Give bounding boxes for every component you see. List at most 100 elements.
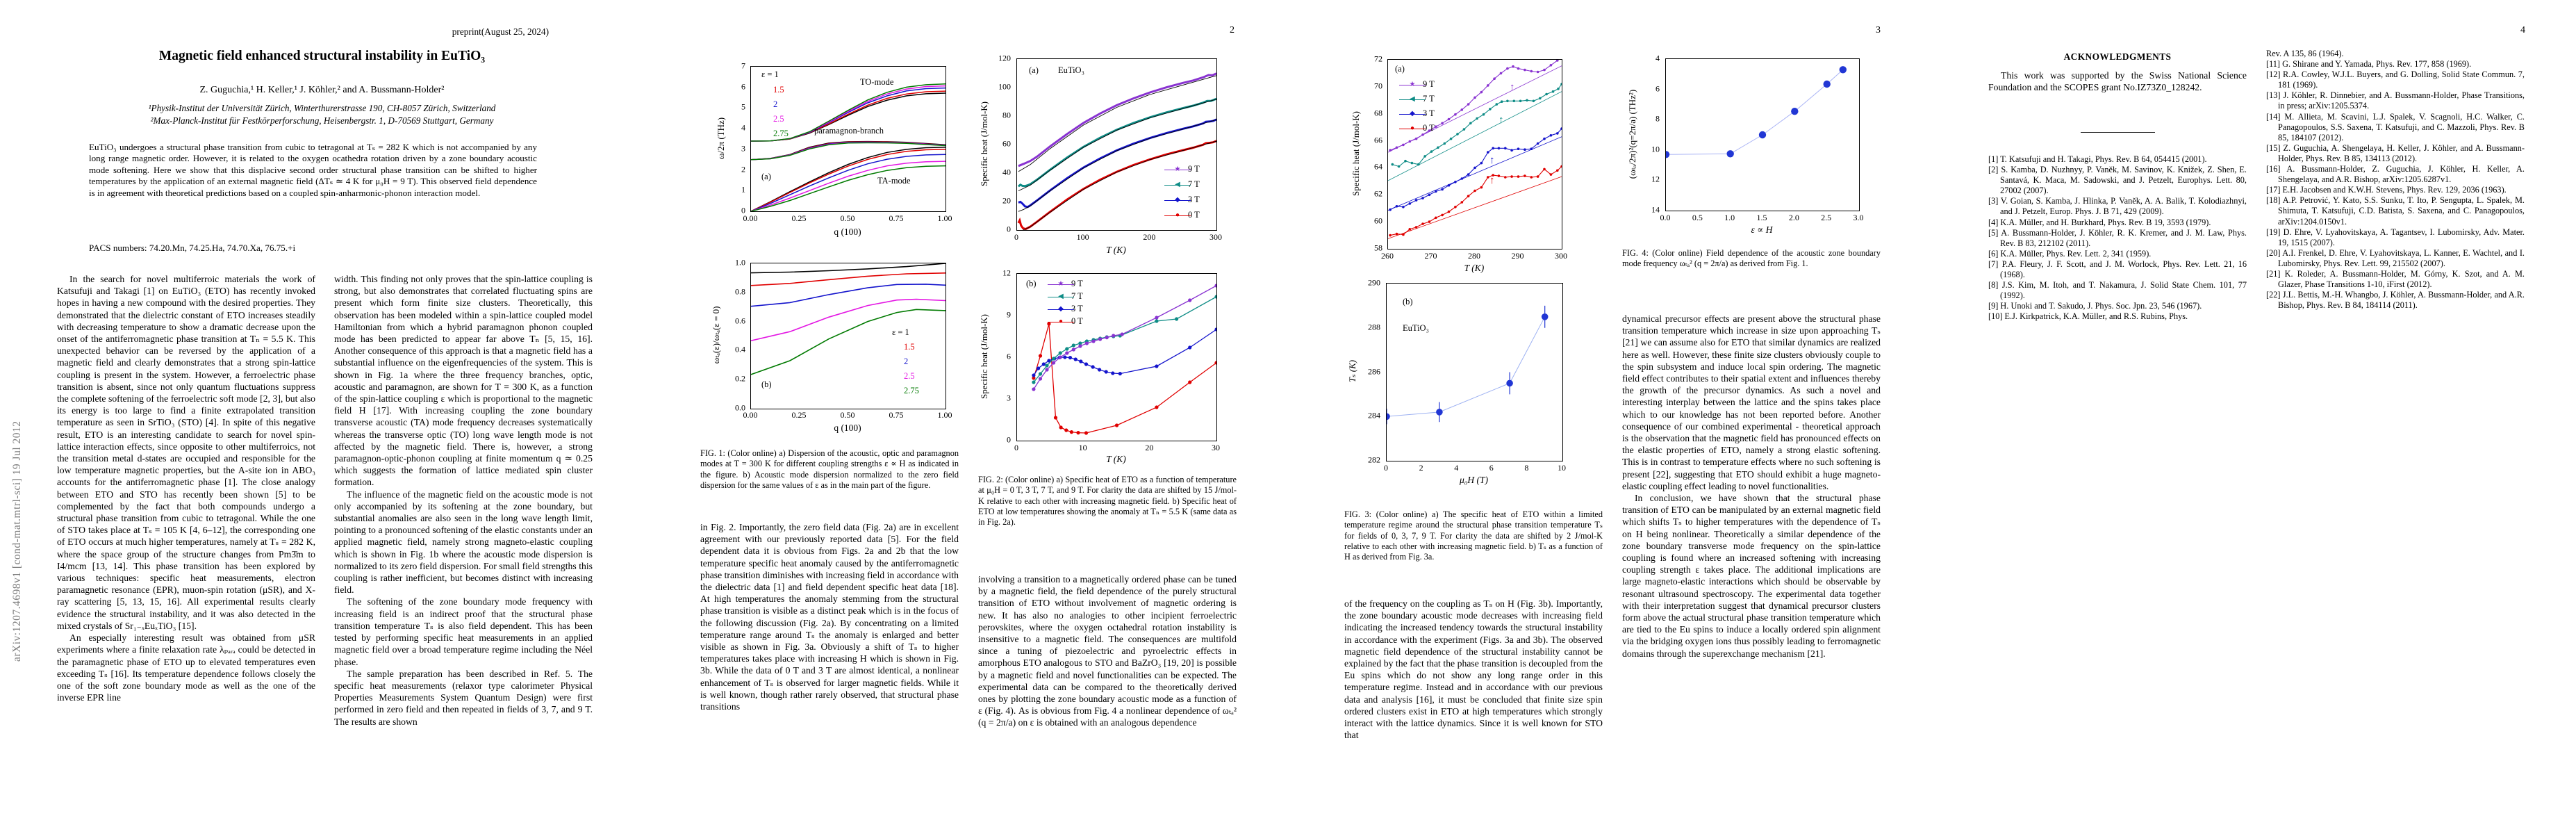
data-point <box>1091 365 1095 369</box>
data-point <box>1071 348 1075 352</box>
reference-item: [18] A.P. Petrović, Y. Kato, S.S. Sunku,… <box>2266 195 2525 227</box>
reference-item: [13] J. Köhler, R. Dinnebier, and A. Bus… <box>2266 90 2525 111</box>
data-point <box>1437 146 1439 149</box>
references-column-1: [1] T. Katsufuji and H. Takagi, Phys. Re… <box>1988 154 2247 322</box>
data-point <box>1460 177 1464 180</box>
data-series-line <box>751 161 946 211</box>
data-series-line <box>1392 83 1562 167</box>
paragraph: dynamical precursor effects are present … <box>1622 313 1881 491</box>
data-point <box>1543 68 1546 72</box>
data-point <box>1460 201 1464 204</box>
tick-label: 40 <box>1002 167 1011 177</box>
data-point <box>1065 351 1069 355</box>
data-point <box>1069 430 1073 434</box>
body-column-2: involving a transition to a magnetically… <box>978 573 1237 729</box>
tick-label: 10 <box>1651 144 1660 154</box>
tick-label: 282 <box>1368 455 1380 465</box>
tick-label: 4 <box>741 122 745 133</box>
data-point <box>1395 205 1398 208</box>
figure-caption-3: FIG. 3: (Color online) a) The specific h… <box>1344 509 1603 562</box>
tick-label: 288 <box>1368 322 1380 332</box>
data-point <box>1402 206 1405 208</box>
data-point <box>1530 147 1533 150</box>
data-point <box>1104 370 1108 374</box>
data-point <box>1068 356 1073 360</box>
data-point <box>1467 195 1470 197</box>
data-point <box>1404 159 1407 163</box>
data-point <box>1084 362 1089 366</box>
tick-label: 6 <box>1656 83 1660 94</box>
data-point <box>1532 99 1535 103</box>
tick-label: 12 <box>1002 268 1011 278</box>
tick-label: 1.00 <box>937 410 952 420</box>
paper-title: Magnetic field enhanced structural insta… <box>158 49 486 63</box>
data-point <box>1214 284 1216 288</box>
data-series-line <box>1018 118 1216 208</box>
data-point <box>1098 337 1103 341</box>
reference-item: [2] S. Kamba, D. Nuzhnyy, P. Vaněk, M. S… <box>1988 165 2247 196</box>
figure-1b-plot <box>750 263 946 409</box>
tick-label: 0.0 <box>1660 213 1671 222</box>
data-series-line <box>751 147 946 211</box>
data-point <box>1456 133 1459 136</box>
tick-label: 290 <box>1368 277 1380 288</box>
tick-label: 1.0 <box>1724 213 1735 222</box>
data-point <box>1526 99 1528 102</box>
data-point <box>1091 339 1096 343</box>
figure-4-x-axis-label: ε ∝ H <box>1751 224 1773 235</box>
author-line: Z. Guguchia,¹ H. Keller,¹ J. Köhler,² an… <box>199 85 445 95</box>
data-point <box>1560 127 1562 130</box>
data-series-line <box>751 142 946 161</box>
figure-2a-x-axis-label: T (K) <box>1106 245 1126 255</box>
data-point <box>1112 334 1116 338</box>
data-point <box>1410 161 1414 165</box>
reference-item: [16] A. Bussmann-Holder, Z. Guguchia, J.… <box>2266 164 2525 185</box>
data-point <box>1447 117 1451 121</box>
figure-4-y-tick-labels: 4 6 8 10 12 14 <box>1639 54 1662 215</box>
paragraph: In the search for novel multiferroic mat… <box>57 274 315 631</box>
data-point <box>1480 90 1483 94</box>
tick-label: 4 <box>1454 463 1459 473</box>
tick-label: 300 <box>1555 251 1567 261</box>
data-point <box>1397 165 1401 168</box>
data-point <box>1504 147 1507 150</box>
reference-item: Rev. A 135, 86 (1964). <box>2266 49 2344 58</box>
data-point <box>1065 347 1069 351</box>
data-point <box>1791 108 1799 115</box>
figure-1a-x-axis-label: q (100) <box>834 227 861 237</box>
data-point <box>1079 359 1083 363</box>
data-point <box>1560 165 1562 168</box>
page-number: 3 <box>1876 25 1881 35</box>
reference-item: [17] E.H. Jacobsen and K.W.H. Stevens, P… <box>2266 185 2507 195</box>
tick-label: 1.5 <box>1756 213 1767 222</box>
data-point <box>1524 174 1526 177</box>
page-3: 3 72 70 68 66 64 62 60 58 260 270 280 290 300 Speci… <box>1288 0 1932 834</box>
tick-label: 0.2 <box>735 373 745 384</box>
data-point <box>1045 363 1049 368</box>
data-point <box>1543 167 1546 171</box>
acknowledgments-heading: ACKNOWLEDGMENTS <box>2063 51 2172 62</box>
body-column-1: In the search for novel multiferroic mat… <box>57 273 315 703</box>
data-point <box>1476 117 1478 120</box>
data-point <box>1530 176 1533 179</box>
data-point <box>1423 155 1426 158</box>
data-point <box>1454 181 1457 183</box>
data-point <box>1492 174 1494 177</box>
tick-label: 64 <box>1374 161 1382 172</box>
tick-label: 68 <box>1374 108 1382 118</box>
tick-label: 6 <box>1007 351 1011 361</box>
arxiv-watermark: arXiv:1207.4698v1 [cond-mat.mtrl-sci] 19… <box>11 420 23 662</box>
data-point <box>1047 359 1051 363</box>
reference-item: [10] E.J. Kirkpatrick, K.A. Müller, and … <box>1988 311 2188 322</box>
data-series-line <box>1387 316 1546 417</box>
data-point <box>1467 173 1470 176</box>
data-point <box>1480 186 1483 189</box>
data-point <box>1536 175 1539 178</box>
data-series-line <box>1388 176 1562 239</box>
data-point <box>1473 189 1476 193</box>
data-point <box>1155 319 1159 323</box>
data-point <box>1506 67 1509 70</box>
reference-item: [4] K.A. Müller, and H. Burkhard, Phys. … <box>1988 217 2211 227</box>
tick-label: 290 <box>1511 251 1524 261</box>
data-point <box>1428 220 1431 223</box>
